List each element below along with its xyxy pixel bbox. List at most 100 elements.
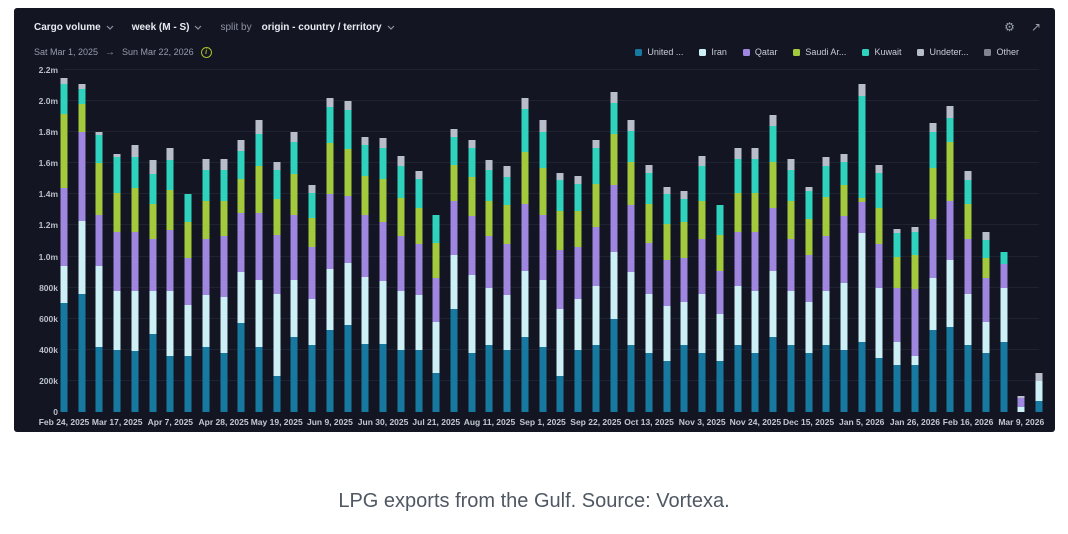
bar[interactable] [751, 70, 759, 412]
bar-segment [982, 352, 990, 412]
bar-segment [805, 191, 813, 220]
bar[interactable] [875, 70, 883, 412]
bar-segment [308, 247, 316, 299]
bar[interactable] [503, 70, 511, 412]
bar[interactable] [415, 70, 423, 412]
bar-segment [645, 352, 653, 412]
bar[interactable] [432, 70, 440, 412]
bar[interactable] [805, 70, 813, 412]
bar[interactable] [485, 70, 493, 412]
bar-segment [858, 84, 866, 97]
bar[interactable] [290, 70, 298, 412]
info-icon[interactable]: i [200, 46, 212, 58]
legend-item-qatar[interactable]: Qatar [742, 47, 777, 57]
bar-segment [929, 329, 937, 412]
date-range-picker[interactable]: Sat Mar 1, 2025 → Sun Mar 22, 2026 i [34, 46, 212, 58]
bar-segment [610, 185, 618, 252]
bar[interactable] [592, 70, 600, 412]
bar-segment [592, 147, 600, 184]
bar[interactable] [946, 70, 954, 412]
bar[interactable] [539, 70, 547, 412]
bar[interactable] [521, 70, 529, 412]
bar[interactable] [184, 70, 192, 412]
bar[interactable] [574, 70, 582, 412]
bar[interactable] [858, 70, 866, 412]
bar-segment [964, 203, 972, 240]
bar[interactable] [326, 70, 334, 412]
bar[interactable] [255, 70, 263, 412]
bar[interactable] [610, 70, 618, 412]
bar-segment [805, 352, 813, 412]
bar[interactable] [929, 70, 937, 412]
bar-segment [787, 345, 795, 412]
bar[interactable] [149, 70, 157, 412]
bar[interactable] [680, 70, 688, 412]
bar[interactable] [450, 70, 458, 412]
bar[interactable] [698, 70, 706, 412]
bar-segment [645, 172, 653, 204]
bar-segment [450, 309, 458, 412]
bar[interactable] [113, 70, 121, 412]
bar[interactable] [663, 70, 671, 412]
legend-item-saudi-ar[interactable]: Saudi Ar... [793, 47, 846, 57]
bar[interactable] [627, 70, 635, 412]
bar-segment [468, 275, 476, 353]
bar[interactable] [273, 70, 281, 412]
bar[interactable] [840, 70, 848, 412]
bar[interactable] [379, 70, 387, 412]
bar-segment [397, 197, 405, 237]
bar[interactable] [95, 70, 103, 412]
metric-dropdown[interactable]: Cargo volume [34, 22, 114, 33]
bar-segment [521, 108, 529, 153]
settings-button[interactable]: ⚙ [1004, 21, 1015, 33]
bar[interactable] [131, 70, 139, 412]
bar[interactable] [734, 70, 742, 412]
bar[interactable] [344, 70, 352, 412]
split-by-dropdown[interactable]: origin - country / territory [262, 22, 395, 33]
bar-segment [95, 132, 103, 136]
bar-segment [805, 186, 813, 192]
bar-segment [113, 157, 121, 193]
granularity-dropdown[interactable]: week (M - S) [132, 22, 203, 33]
bar-segment [787, 158, 795, 170]
y-axis-label: 1.6m [38, 158, 58, 169]
expand-button[interactable]: ↗ [1031, 21, 1041, 33]
bar-segment [521, 203, 529, 271]
bar-segment [450, 255, 458, 310]
bar-segment [875, 164, 883, 173]
bar[interactable] [220, 70, 228, 412]
bar[interactable] [78, 70, 86, 412]
bar[interactable] [964, 70, 972, 412]
bar-segment [610, 91, 618, 103]
bar-segment [415, 244, 423, 296]
bar[interactable] [1000, 70, 1008, 412]
bar-segment [468, 216, 476, 276]
legend-item-kuwait[interactable]: Kuwait [862, 47, 901, 57]
bar[interactable] [308, 70, 316, 412]
bar[interactable] [1017, 70, 1025, 412]
bar-segment [113, 154, 121, 158]
legend-item-united[interactable]: United ... [635, 47, 683, 57]
legend-item-iran[interactable]: Iran [699, 47, 727, 57]
legend-item-undeter[interactable]: Undeter... [917, 47, 968, 57]
bar[interactable] [822, 70, 830, 412]
bar[interactable] [202, 70, 210, 412]
legend-item-other[interactable]: Other [984, 47, 1019, 57]
bar[interactable] [556, 70, 564, 412]
bar[interactable] [982, 70, 990, 412]
bar[interactable] [911, 70, 919, 412]
bar[interactable] [361, 70, 369, 412]
bar[interactable] [60, 70, 68, 412]
bar-segment [592, 345, 600, 412]
bar[interactable] [468, 70, 476, 412]
bar[interactable] [645, 70, 653, 412]
bar-segment [344, 110, 352, 150]
bar[interactable] [716, 70, 724, 412]
bar[interactable] [893, 70, 901, 412]
bar[interactable] [397, 70, 405, 412]
bar[interactable] [237, 70, 245, 412]
bar[interactable] [166, 70, 174, 412]
bar[interactable] [787, 70, 795, 412]
bar[interactable] [769, 70, 777, 412]
bar[interactable] [1035, 70, 1043, 412]
